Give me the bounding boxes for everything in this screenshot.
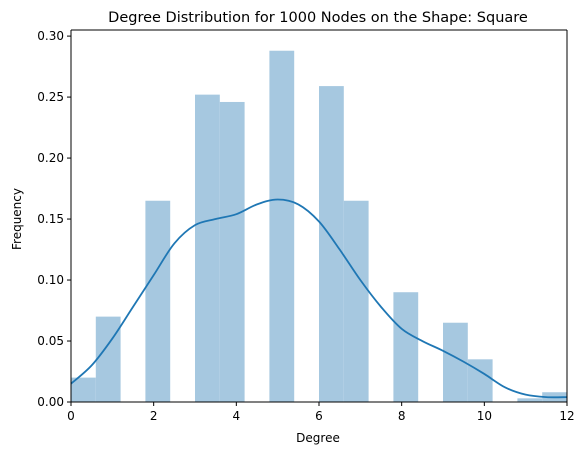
x-tick-label: 10 <box>477 409 492 423</box>
x-tick-label: 8 <box>398 409 406 423</box>
histogram-bar-11 <box>344 201 369 402</box>
histogram-bar-6 <box>220 102 245 402</box>
x-tick-label: 0 <box>67 409 75 423</box>
y-tick-label: 0.15 <box>37 212 64 226</box>
histogram-bar-10 <box>319 86 344 402</box>
histogram-bar-1 <box>96 317 121 402</box>
y-tick-label: 0.10 <box>37 273 64 287</box>
histogram-bar-18 <box>517 398 542 402</box>
y-tick-label: 0.05 <box>37 334 64 348</box>
y-tick-label: 0.00 <box>37 395 64 409</box>
y-axis-label: Frequency <box>10 188 24 250</box>
y-tick-label: 0.20 <box>37 151 64 165</box>
histogram-bar-8 <box>269 51 294 402</box>
x-tick-label: 4 <box>233 409 241 423</box>
histogram-bar-5 <box>195 95 220 402</box>
x-tick-label: 2 <box>150 409 158 423</box>
x-tick-label: 6 <box>315 409 323 423</box>
chart-title: Degree Distribution for 1000 Nodes on th… <box>108 10 528 26</box>
x-tick-label: 12 <box>559 409 574 423</box>
histogram-bar-3 <box>145 201 170 402</box>
y-tick-label: 0.25 <box>37 90 64 104</box>
y-tick-label: 0.30 <box>37 29 64 43</box>
x-axis-label: Degree <box>296 431 340 445</box>
histogram-bar-13 <box>393 292 418 402</box>
